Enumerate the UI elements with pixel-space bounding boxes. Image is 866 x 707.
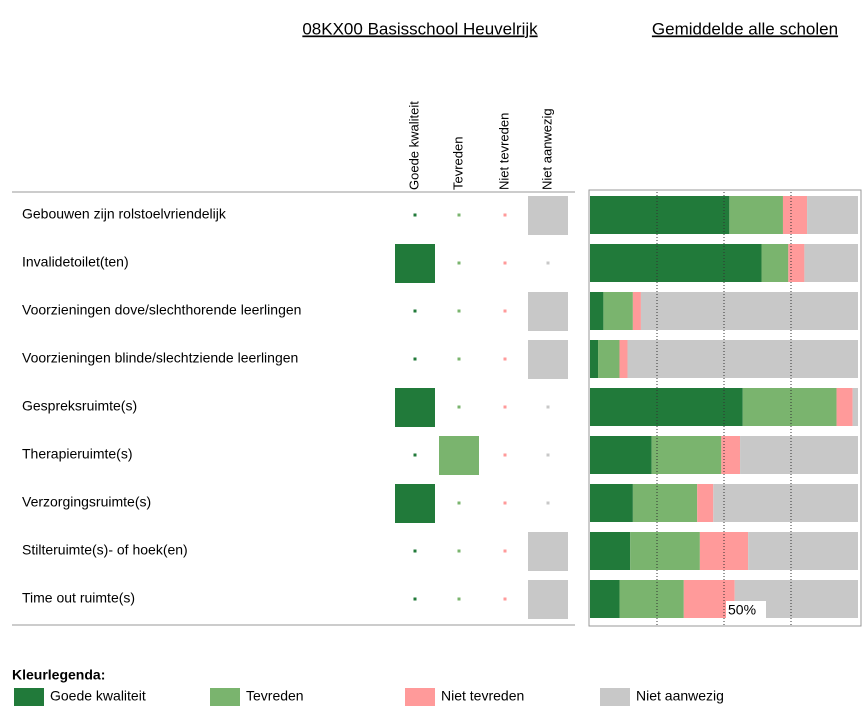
bar-segment bbox=[590, 436, 652, 474]
selected-cell bbox=[395, 244, 435, 283]
tick-label-bg bbox=[726, 601, 766, 619]
cell-dot bbox=[457, 501, 461, 505]
bar-segment bbox=[640, 292, 858, 330]
bar-segment bbox=[697, 484, 714, 522]
legend-swatch bbox=[14, 688, 44, 706]
chart-frame bbox=[588, 189, 862, 627]
cell-dot bbox=[413, 453, 417, 457]
cell-dot bbox=[503, 357, 507, 361]
row-label: Therapieruimte(s) bbox=[22, 446, 132, 462]
cell-dot bbox=[457, 357, 461, 361]
row-label: Gebouwen zijn rolstoelvriendelijk bbox=[22, 206, 227, 222]
bar-segment bbox=[590, 196, 730, 234]
cell-dot bbox=[457, 261, 461, 265]
legend-label: Tevreden bbox=[246, 688, 304, 704]
bar-segment bbox=[852, 388, 858, 426]
cell-dot bbox=[457, 597, 461, 601]
bar-segment bbox=[603, 292, 633, 330]
x-tick-label: 50% bbox=[728, 602, 756, 618]
bar-segment bbox=[788, 244, 805, 282]
cell-dot bbox=[413, 549, 417, 553]
bar-segment bbox=[651, 436, 722, 474]
bar-segment bbox=[590, 340, 599, 378]
column-header: Goede kwaliteit bbox=[406, 101, 421, 190]
bar-segment bbox=[598, 340, 620, 378]
legend-swatch bbox=[405, 688, 435, 706]
legend-label: Niet aanwezig bbox=[636, 688, 724, 704]
cell-dot bbox=[457, 405, 461, 409]
column-header: Niet aanwezig bbox=[539, 108, 554, 190]
column-header: Tevreden bbox=[450, 137, 465, 190]
bar-segment bbox=[632, 292, 641, 330]
row-label: Verzorgingsruimte(s) bbox=[22, 494, 151, 510]
row-label: Time out ruimte(s) bbox=[22, 590, 135, 606]
cell-dot bbox=[503, 453, 507, 457]
cell-dot bbox=[503, 261, 507, 265]
cell-dot bbox=[457, 309, 461, 313]
bar-segment bbox=[590, 244, 762, 282]
selected-cell bbox=[439, 436, 479, 475]
bar-segment bbox=[590, 532, 631, 570]
row-label: Invalidetoilet(ten) bbox=[22, 254, 129, 270]
bar-segment bbox=[632, 484, 698, 522]
bar-segment bbox=[748, 532, 858, 570]
row-label: Voorzieningen dove/slechthorende leerlin… bbox=[22, 302, 301, 318]
selected-cell bbox=[395, 484, 435, 523]
cell-dot bbox=[413, 213, 417, 217]
bar-segment bbox=[782, 196, 808, 234]
legend-label: Niet tevreden bbox=[441, 688, 524, 704]
chart-title: Gemiddelde alle scholen bbox=[652, 19, 838, 38]
legend-title: Kleurlegenda: bbox=[12, 667, 105, 683]
selected-cell bbox=[395, 388, 435, 427]
bar-segment bbox=[721, 436, 741, 474]
bar-segment bbox=[740, 436, 858, 474]
row-label: Gespreksruimte(s) bbox=[22, 398, 137, 414]
bar-segment bbox=[699, 532, 749, 570]
cell-dot bbox=[457, 549, 461, 553]
cell-dot bbox=[503, 213, 507, 217]
bar-segment bbox=[713, 484, 858, 522]
row-label: Stilteruimte(s)- of hoek(en) bbox=[22, 542, 188, 558]
bar-segment bbox=[807, 196, 858, 234]
row-label: Voorzieningen blinde/slechtziende leerli… bbox=[22, 350, 298, 366]
cell-dot bbox=[413, 597, 417, 601]
selected-cell bbox=[528, 580, 568, 619]
cell-dot bbox=[457, 213, 461, 217]
bar-segment bbox=[619, 580, 684, 618]
cell-dot bbox=[503, 501, 507, 505]
bar-segment bbox=[836, 388, 853, 426]
cell-dot bbox=[546, 405, 550, 409]
school-title: 08KX00 Basisschool Heuvelrijk bbox=[302, 19, 538, 38]
cell-dot bbox=[503, 405, 507, 409]
bar-segment bbox=[590, 388, 743, 426]
cell-dot bbox=[503, 549, 507, 553]
bar-segment bbox=[590, 580, 620, 618]
selected-cell bbox=[528, 532, 568, 571]
cell-dot bbox=[413, 309, 417, 313]
selected-cell bbox=[528, 196, 568, 235]
bar-segment bbox=[729, 196, 783, 234]
bar-segment bbox=[742, 388, 837, 426]
cell-dot bbox=[546, 453, 550, 457]
cell-dot bbox=[546, 501, 550, 505]
bar-segment bbox=[619, 340, 628, 378]
bar-segment bbox=[590, 292, 604, 330]
legend-swatch bbox=[210, 688, 240, 706]
bar-segment bbox=[627, 340, 858, 378]
bar-segment bbox=[804, 244, 858, 282]
bar-segment bbox=[630, 532, 700, 570]
column-header: Niet tevreden bbox=[496, 113, 511, 190]
cell-dot bbox=[503, 597, 507, 601]
bar-segment bbox=[761, 244, 789, 282]
selected-cell bbox=[528, 340, 568, 379]
cell-dot bbox=[413, 357, 417, 361]
bar-segment bbox=[590, 484, 633, 522]
legend-label: Goede kwaliteit bbox=[50, 688, 146, 704]
cell-dot bbox=[546, 261, 550, 265]
cell-dot bbox=[503, 309, 507, 313]
legend-swatch bbox=[600, 688, 630, 706]
selected-cell bbox=[528, 292, 568, 331]
